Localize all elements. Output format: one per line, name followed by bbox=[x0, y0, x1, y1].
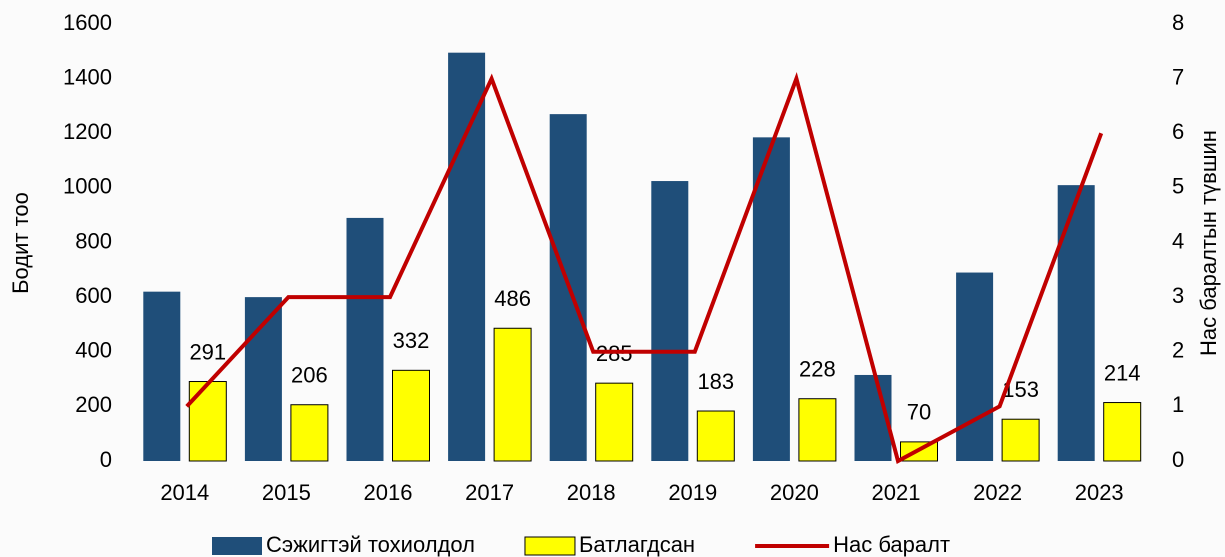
y2-tick-label: 8 bbox=[1172, 10, 1184, 35]
bar bbox=[346, 217, 384, 461]
x-tick-label: 2021 bbox=[872, 480, 921, 505]
bar bbox=[392, 369, 430, 462]
data-label: 228 bbox=[799, 357, 836, 382]
x-tick-label: 2014 bbox=[160, 480, 209, 505]
bar bbox=[1103, 402, 1142, 462]
y-tick-label: 600 bbox=[75, 283, 112, 308]
legend-swatch bbox=[524, 536, 576, 556]
bar bbox=[143, 291, 181, 461]
x-tick-label: 2018 bbox=[567, 480, 616, 505]
legend-label: Батлагдсан bbox=[579, 532, 695, 557]
y2-tick-label: 6 bbox=[1172, 119, 1184, 144]
y-tick-label: 1000 bbox=[63, 174, 112, 199]
bar bbox=[188, 381, 227, 462]
data-label: 206 bbox=[291, 363, 328, 388]
x-tick-label: 2017 bbox=[465, 480, 514, 505]
x-tick-label: 2020 bbox=[770, 480, 819, 505]
y-tick-label: 200 bbox=[75, 392, 112, 417]
y-tick-label: 1600 bbox=[63, 10, 112, 35]
x-tick-label: 2023 bbox=[1075, 480, 1124, 505]
y-tick-label: 1200 bbox=[63, 119, 112, 144]
bar bbox=[956, 272, 994, 461]
bar bbox=[595, 382, 634, 462]
y-axis-label: Бодит тоо bbox=[8, 192, 33, 294]
line-series bbox=[185, 72, 1104, 464]
data-label: 214 bbox=[1104, 360, 1141, 385]
x-tick-label: 2019 bbox=[668, 480, 717, 505]
y2-tick-label: 2 bbox=[1172, 338, 1184, 363]
y-tick-label: 1400 bbox=[63, 64, 112, 89]
bar bbox=[752, 137, 790, 462]
x-tick-label: 2016 bbox=[364, 480, 413, 505]
y2-tick-label: 5 bbox=[1172, 174, 1184, 199]
y2-tick-label: 7 bbox=[1172, 64, 1184, 89]
data-label: 486 bbox=[494, 286, 531, 311]
y2-tick-label: 1 bbox=[1172, 392, 1184, 417]
data-label: 183 bbox=[697, 369, 734, 394]
bar bbox=[448, 52, 486, 461]
data-label: 291 bbox=[189, 339, 226, 364]
bar bbox=[1001, 418, 1040, 462]
data-label: 332 bbox=[393, 328, 430, 353]
y2-tick-label: 0 bbox=[1172, 447, 1184, 472]
x-tick-label: 2015 bbox=[262, 480, 311, 505]
bar bbox=[493, 327, 532, 462]
legend-label: Сэжигтэй тохиолдол bbox=[266, 532, 475, 557]
y2-axis-label: Нас баралтын түвшин bbox=[1196, 130, 1221, 356]
y-tick-label: 0 bbox=[100, 447, 112, 472]
y-tick-label: 400 bbox=[75, 338, 112, 363]
y2-tick-label: 3 bbox=[1172, 283, 1184, 308]
x-tick-label: 2022 bbox=[973, 480, 1022, 505]
bar bbox=[651, 181, 689, 461]
legend-swatch bbox=[212, 537, 262, 555]
data-label: 70 bbox=[907, 400, 931, 425]
legend-label: Нас баралт bbox=[833, 532, 950, 557]
bar bbox=[290, 404, 329, 462]
bar bbox=[798, 398, 837, 462]
bar bbox=[1057, 185, 1095, 462]
bar bbox=[696, 410, 735, 462]
y2-tick-label: 4 bbox=[1172, 228, 1184, 253]
y-tick-label: 800 bbox=[75, 228, 112, 253]
